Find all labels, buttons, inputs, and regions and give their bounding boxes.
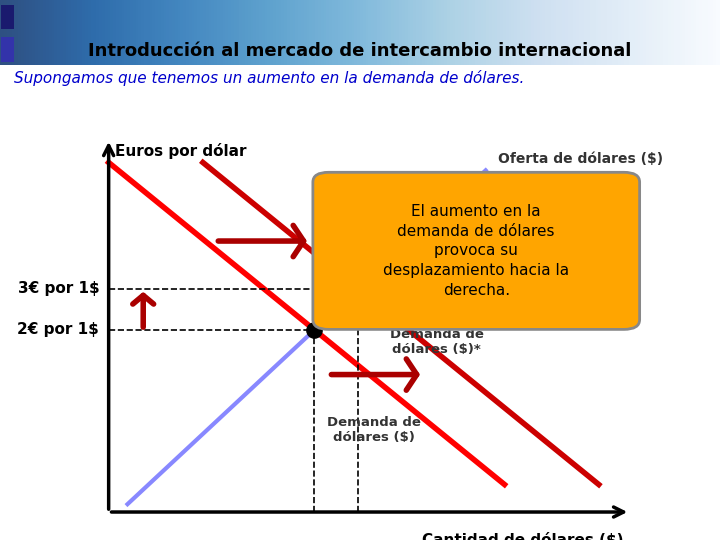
Text: Oferta de dólares ($): Oferta de dólares ($) (498, 152, 663, 166)
Text: El aumento en la
demanda de dólares
provoca su
desplazamiento hacia la
derecha.: El aumento en la demanda de dólares prov… (383, 204, 570, 298)
Text: Supongamos que tenemos un aumento en la demanda de dólares.: Supongamos que tenemos un aumento en la … (14, 70, 525, 86)
Text: Demanda de
dólares ($)*: Demanda de dólares ($)* (390, 328, 484, 356)
Bar (1, 4, 14, 29)
Text: Introducción al mercado de intercambio internacional: Introducción al mercado de intercambio i… (89, 42, 631, 60)
Text: Euros por dólar: Euros por dólar (115, 143, 246, 159)
Text: Cantidad de dólares ($): Cantidad de dólares ($) (423, 532, 624, 540)
FancyBboxPatch shape (313, 172, 639, 329)
Bar (1, 37, 14, 62)
Text: Demanda de
dólares ($): Demanda de dólares ($) (327, 416, 421, 444)
Text: 2€ por 1$: 2€ por 1$ (17, 322, 99, 338)
Text: 3€ por 1$: 3€ por 1$ (17, 281, 99, 296)
